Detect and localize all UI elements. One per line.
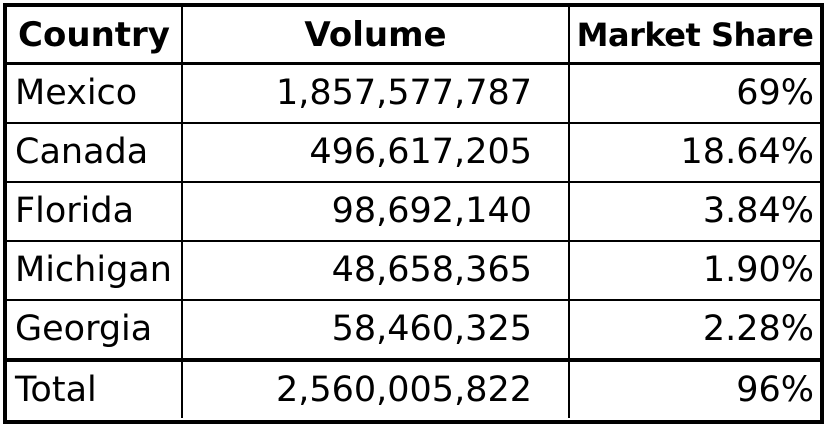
country-cell: Michigan bbox=[7, 242, 183, 299]
table-total-row: Total 2,560,005,822 96% bbox=[7, 360, 820, 418]
total-volume: 2,560,005,822 bbox=[183, 362, 570, 418]
country-cell: Georgia bbox=[7, 301, 183, 358]
header-country: Country bbox=[7, 7, 183, 62]
header-volume: Volume bbox=[183, 7, 570, 62]
country-cell: Canada bbox=[7, 124, 183, 181]
country-cell: Florida bbox=[7, 183, 183, 240]
market-share-cell: 2.28% bbox=[702, 309, 814, 349]
table-row: Canada 496,617,205 18.64% bbox=[7, 124, 820, 183]
header-market-share: Market Share bbox=[576, 15, 814, 54]
volume-cell: 98,692,140 bbox=[183, 183, 570, 240]
market-share-cell: 1.90% bbox=[702, 250, 814, 290]
market-share-cell: 18.64% bbox=[680, 132, 814, 172]
table-row: Florida 98,692,140 3.84% bbox=[7, 183, 820, 242]
table-row: Georgia 58,460,325 2.28% bbox=[7, 301, 820, 360]
volume-cell: 496,617,205 bbox=[183, 124, 570, 181]
volume-cell: 48,658,365 bbox=[183, 242, 570, 299]
total-market-share: 96% bbox=[736, 369, 814, 410]
country-cell: Mexico bbox=[7, 65, 183, 122]
volume-cell: 1,857,577,787 bbox=[183, 65, 570, 122]
table-row: Mexico 1,857,577,787 69% bbox=[7, 65, 820, 124]
total-label: Total bbox=[7, 362, 183, 418]
market-share-cell: 3.84% bbox=[702, 191, 814, 231]
volume-cell: 58,460,325 bbox=[183, 301, 570, 358]
market-share-table: Country Volume Market Share Mexico 1,857… bbox=[3, 3, 824, 424]
table-row: Michigan 48,658,365 1.90% bbox=[7, 242, 820, 301]
market-share-cell: 69% bbox=[736, 73, 814, 113]
table-header-row: Country Volume Market Share bbox=[7, 7, 820, 65]
